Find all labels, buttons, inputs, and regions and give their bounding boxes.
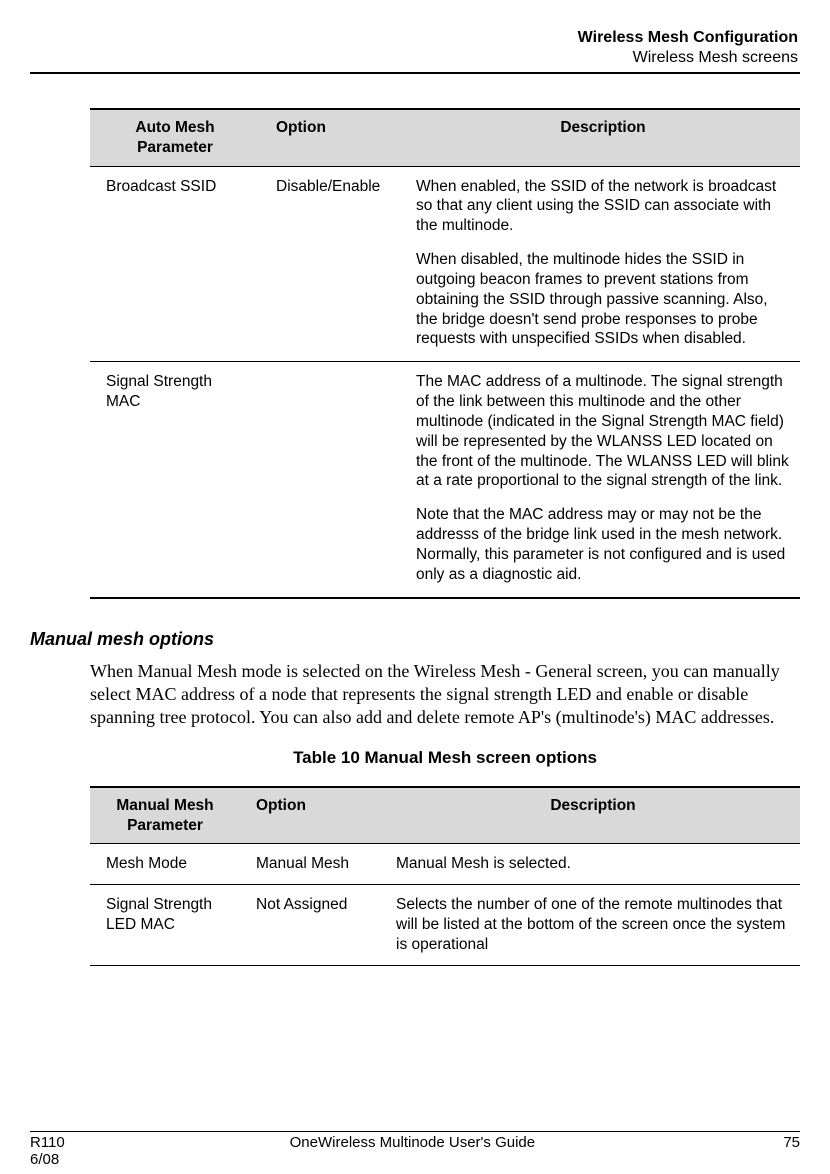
cell-parameter: Broadcast SSID — [90, 166, 260, 362]
col-header-option: Option — [260, 109, 400, 166]
footer-left: R110 6/08 — [30, 1134, 65, 1168]
table-row: Mesh Mode Manual Mesh Manual Mesh is sel… — [90, 844, 800, 885]
cell-parameter: Mesh Mode — [90, 844, 240, 885]
col-header-description: Description — [400, 109, 800, 166]
footer-right: 75 — [760, 1134, 800, 1168]
table-header-row: Auto Mesh Parameter Option Description — [90, 109, 800, 166]
col-header-option: Option — [240, 787, 380, 844]
cell-description: Selects the number of one of the remote … — [380, 885, 800, 965]
cell-description: When enabled, the SSID of the network is… — [400, 166, 800, 362]
table-row: Signal Strength LED MAC Not Assigned Sel… — [90, 885, 800, 965]
page-footer: R110 6/08 OneWireless Multinode User's G… — [30, 1131, 800, 1168]
cell-parameter: Signal Strength MAC — [90, 362, 260, 598]
col-header-parameter: Manual Mesh Parameter — [90, 787, 240, 844]
table-caption: Table 10 Manual Mesh screen options — [90, 748, 800, 768]
col-header-parameter: Auto Mesh Parameter — [90, 109, 260, 166]
cell-option: Disable/Enable — [260, 166, 400, 362]
section-heading: Manual mesh options — [30, 629, 800, 650]
desc-paragraph: The MAC address of a multinode. The sign… — [416, 372, 790, 491]
manual-mesh-table: Manual Mesh Parameter Option Description… — [90, 786, 800, 966]
cell-parameter: Signal Strength LED MAC — [90, 885, 240, 965]
footer-center: OneWireless Multinode User's Guide — [65, 1134, 760, 1168]
desc-paragraph: When enabled, the SSID of the network is… — [416, 177, 790, 236]
desc-paragraph: When disabled, the multinode hides the S… — [416, 250, 790, 349]
col-header-description: Description — [380, 787, 800, 844]
section-body: When Manual Mesh mode is selected on the… — [90, 660, 800, 730]
table-header-row: Manual Mesh Parameter Option Description — [90, 787, 800, 844]
content: Auto Mesh Parameter Option Description B… — [90, 108, 800, 966]
cell-option: Not Assigned — [240, 885, 380, 965]
header-line-2: Wireless Mesh screens — [30, 48, 798, 68]
header-line-1: Wireless Mesh Configuration — [30, 28, 798, 48]
cell-description: Manual Mesh is selected. — [380, 844, 800, 885]
page-header: Wireless Mesh Configuration Wireless Mes… — [30, 28, 800, 74]
page: Wireless Mesh Configuration Wireless Mes… — [0, 0, 830, 1174]
cell-description: The MAC address of a multinode. The sign… — [400, 362, 800, 598]
table-row: Broadcast SSID Disable/Enable When enabl… — [90, 166, 800, 362]
cell-option: Manual Mesh — [240, 844, 380, 885]
table-row: Signal Strength MAC The MAC address of a… — [90, 362, 800, 598]
cell-option — [260, 362, 400, 598]
auto-mesh-table: Auto Mesh Parameter Option Description B… — [90, 108, 800, 599]
desc-paragraph: Note that the MAC address may or may not… — [416, 505, 790, 584]
